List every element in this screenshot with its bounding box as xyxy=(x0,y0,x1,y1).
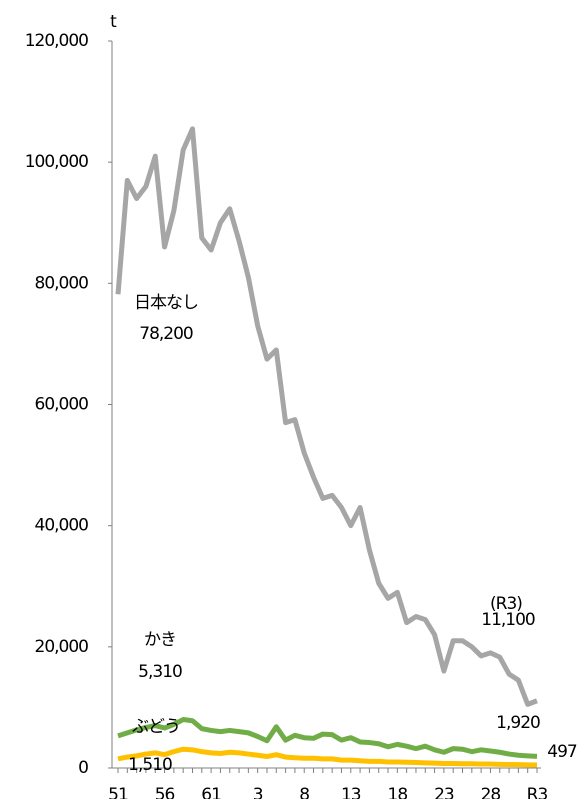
y-tick-label: 60,000 xyxy=(35,395,89,415)
value-label: 78,200 xyxy=(139,324,193,344)
value-label: 5,310 xyxy=(138,662,182,682)
value-label: 497 xyxy=(547,742,577,762)
line xyxy=(115,126,538,707)
x-tick-label: 3 xyxy=(253,785,263,799)
x-tick-label: 8 xyxy=(299,785,309,799)
value-label: (R3) xyxy=(490,594,522,614)
y-tick-label: 100,000 xyxy=(25,152,88,172)
line xyxy=(117,717,538,759)
x-tick-label: 18 xyxy=(388,785,408,799)
x-tick-label: 13 xyxy=(341,785,361,799)
series-label: 日本なし xyxy=(134,293,198,313)
value-label: 1,920 xyxy=(496,713,540,733)
y-tick-label: 20,000 xyxy=(35,637,89,657)
x-tick-label: 56 xyxy=(155,785,175,799)
value-label: 1,510 xyxy=(128,755,172,775)
x-tick-label: 51 xyxy=(108,785,128,799)
x-tick-label: 28 xyxy=(481,785,501,799)
y-tick-label: 40,000 xyxy=(35,516,89,536)
value-label: 11,100 xyxy=(481,610,535,630)
line xyxy=(117,746,538,768)
x-tick-label: 61 xyxy=(201,785,221,799)
y-tick-label: 80,000 xyxy=(35,273,89,293)
series-label: かき xyxy=(144,630,176,650)
y-tick-label: 120,000 xyxy=(25,31,88,51)
y-unit: t xyxy=(110,12,117,32)
x-tick-label: R3 xyxy=(527,785,548,799)
y-tick-label: 0 xyxy=(78,758,88,778)
x-tick-label: 23 xyxy=(434,785,454,799)
series-label: ぶどう xyxy=(132,717,180,737)
